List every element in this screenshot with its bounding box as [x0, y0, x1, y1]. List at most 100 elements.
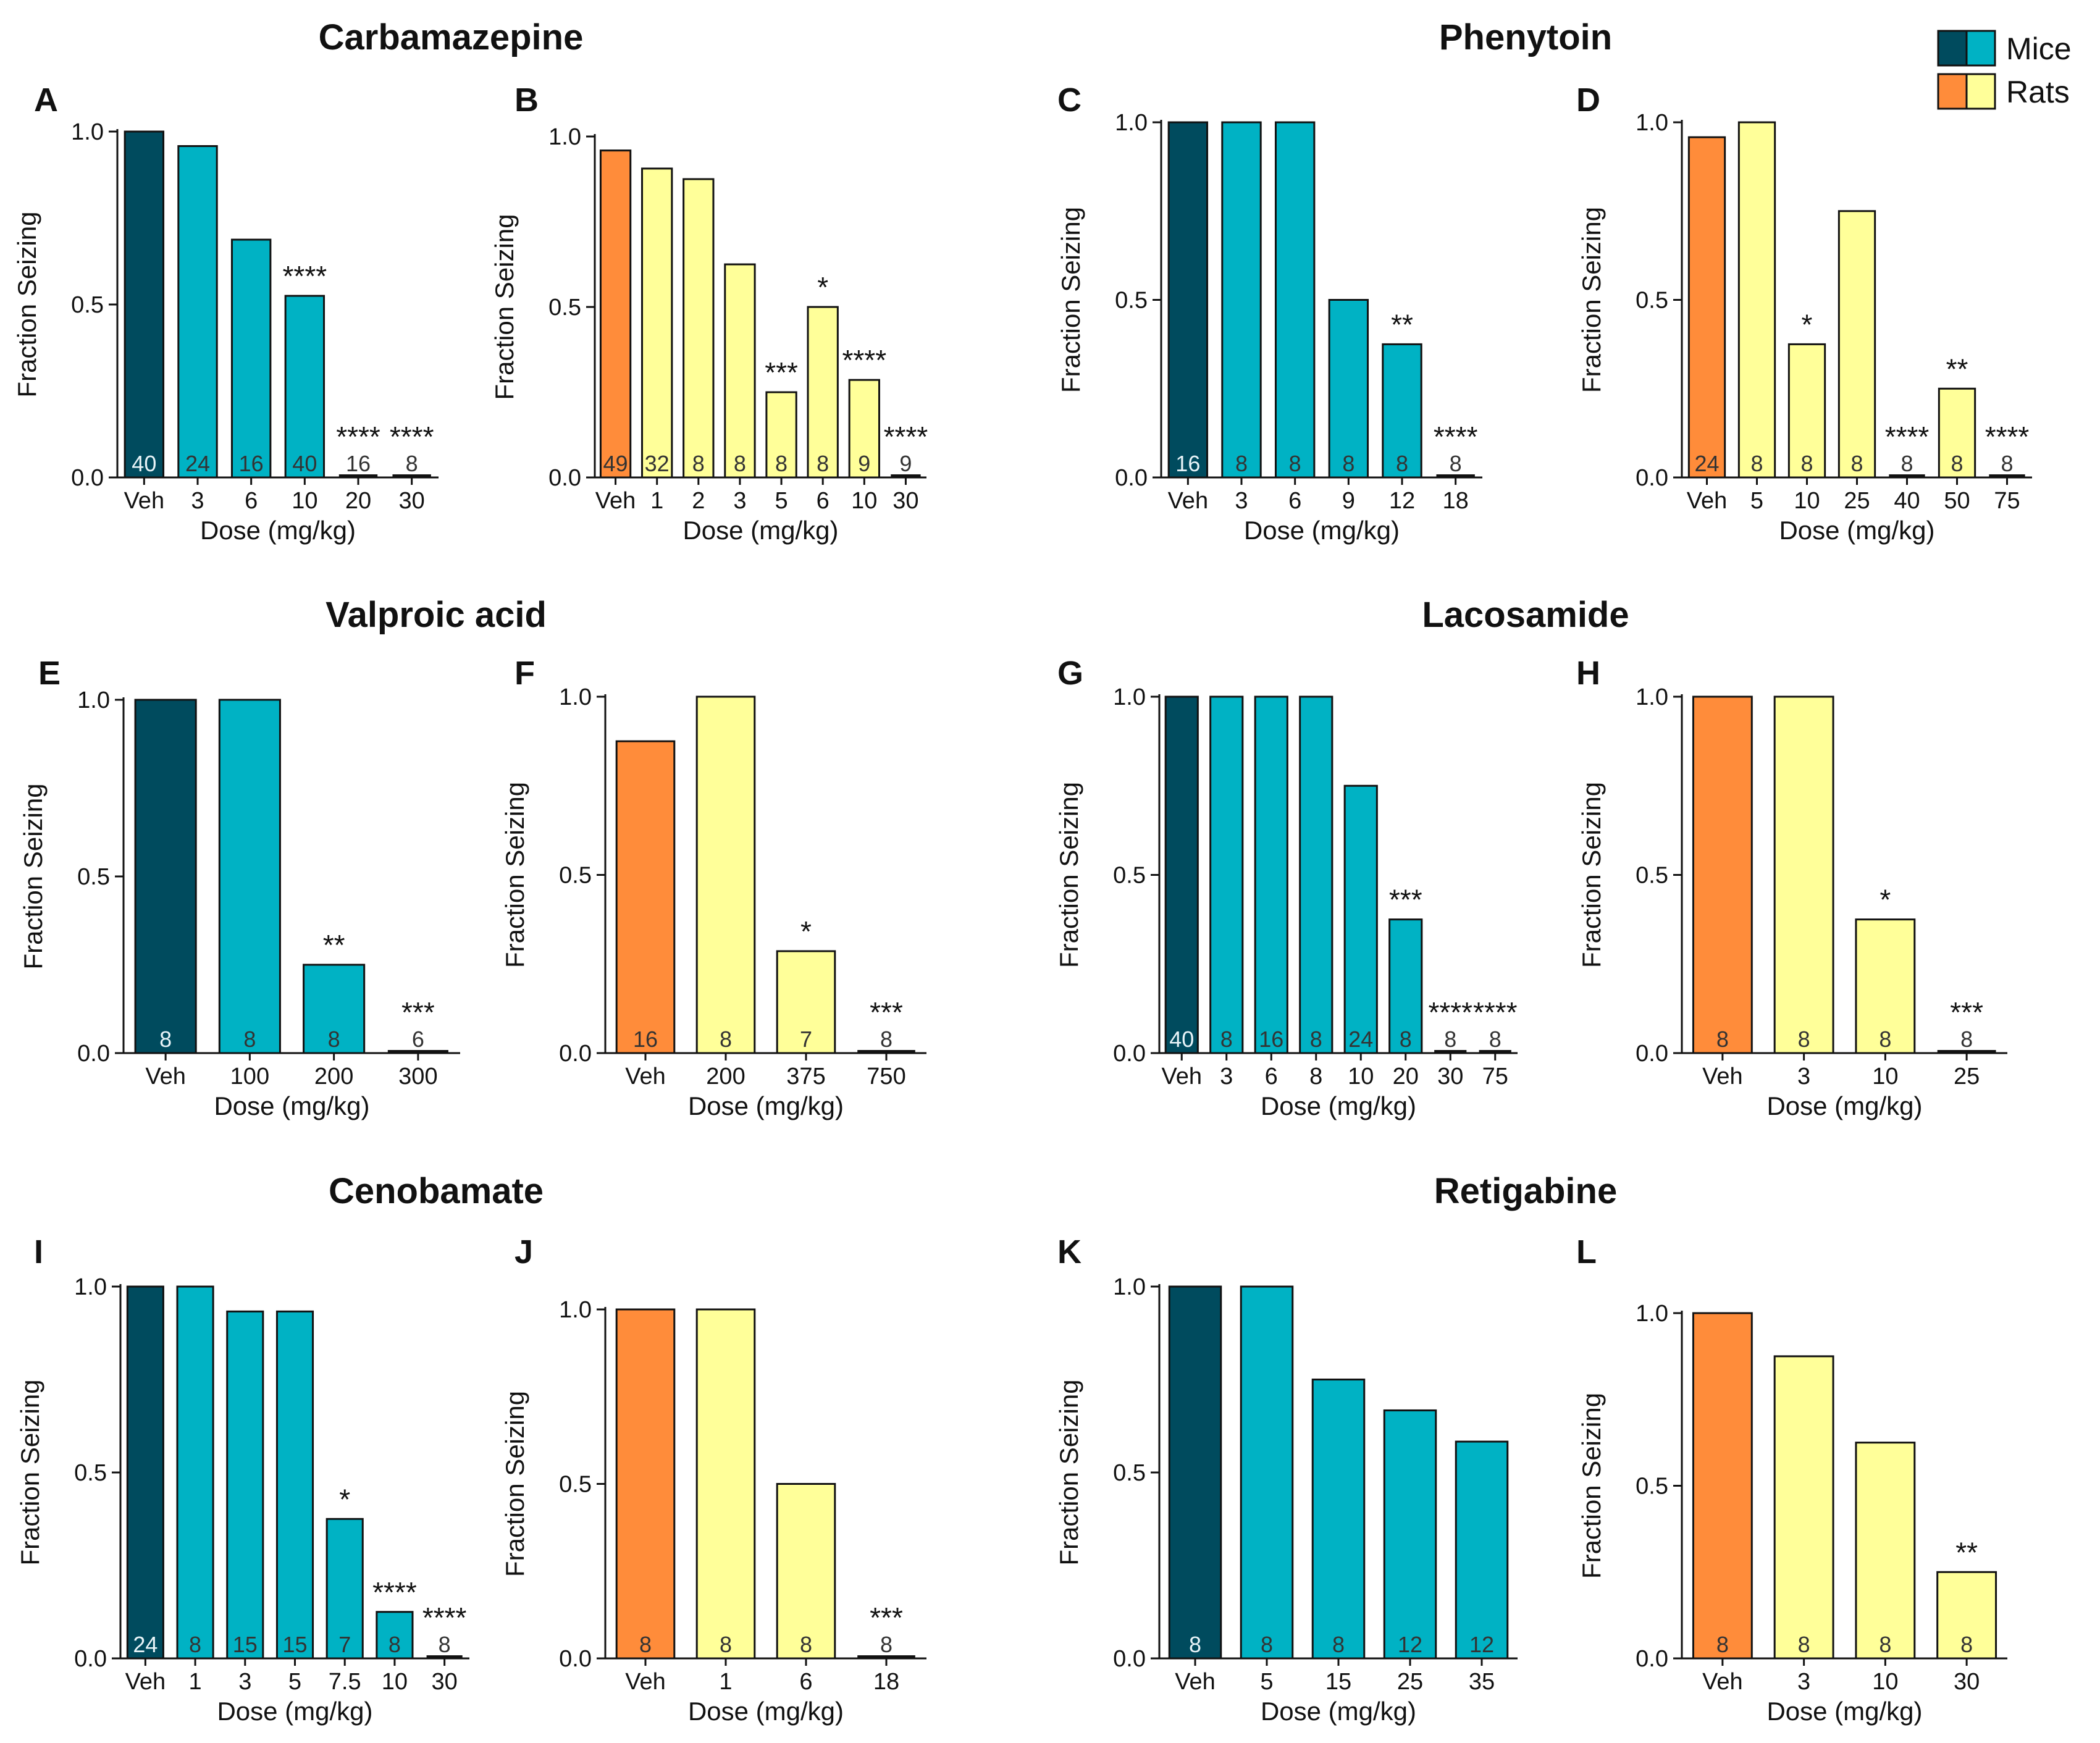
x-tick-label-g-4: 10 [1348, 1064, 1374, 1090]
n-label-b-3: 8 [734, 451, 746, 476]
bar-g-2 [1254, 695, 1288, 1054]
x-tick-label-a-3: 10 [292, 488, 317, 514]
bar-k-4 [1455, 1440, 1509, 1660]
x-tick-label-d-6: 75 [1994, 488, 2020, 514]
bar-f-2 [776, 950, 836, 1054]
y-tick-label-e-0: 0.0 [77, 1041, 110, 1067]
n-label-d-3: 8 [1850, 451, 1863, 476]
n-label-b-4: 8 [775, 451, 788, 476]
bar-b-6 [848, 379, 880, 479]
n-label-g-2: 16 [1259, 1027, 1283, 1052]
x-tick-label-b-5: 6 [817, 488, 830, 514]
x-tick-label-i-3: 5 [288, 1669, 301, 1695]
x-tick-label-f-2: 375 [786, 1064, 825, 1090]
n-label-l-1: 8 [1798, 1632, 1810, 1657]
x-tick-label-b-6: 10 [851, 488, 877, 514]
bar-f-1 [695, 695, 756, 1054]
x-tick-label-h-1: 3 [1797, 1064, 1810, 1090]
n-label-d-4: 8 [1900, 451, 1913, 476]
sig-label-d-6: **** [1985, 421, 2030, 453]
y-tick-label-g-2: 1.0 [1113, 684, 1146, 710]
bar-g-5 [1388, 918, 1423, 1054]
sig-label-c-4: ** [1391, 308, 1413, 340]
x-tick-label-h-3: 25 [1954, 1064, 1980, 1090]
y-tick-label-l-0: 0.0 [1636, 1646, 1668, 1672]
x-tick-label-g-2: 6 [1265, 1064, 1278, 1090]
y-tick-label-i-2: 1.0 [74, 1274, 107, 1300]
n-label-a-4: 16 [346, 451, 371, 476]
n-label-k-1: 8 [1261, 1632, 1273, 1657]
x-tick-label-b-7: 30 [892, 488, 918, 514]
n-label-a-0: 40 [132, 451, 156, 476]
n-label-e-0: 8 [159, 1027, 172, 1052]
y-tick-label-a-1: 0.5 [71, 292, 104, 318]
n-label-i-0: 24 [133, 1632, 158, 1657]
n-label-a-1: 24 [185, 451, 210, 476]
x-tick-label-a-0: Veh [124, 488, 165, 514]
sig-label-l-3: ** [1955, 1536, 1978, 1568]
x-axis-title-j: Dose (mg/kg) [688, 1697, 844, 1726]
legend-mice-dose-swatch [1965, 30, 1996, 67]
drug-title-lacosamide: Lacosamide [1422, 595, 1629, 635]
y-tick-label-h-0: 0.0 [1636, 1041, 1668, 1067]
n-label-i-3: 15 [282, 1632, 307, 1657]
bar-d-3 [1838, 210, 1876, 479]
x-tick-label-c-4: 12 [1389, 488, 1415, 514]
bar-b-1 [641, 167, 673, 479]
y-axis-title-j: Fraction Seizing [500, 1391, 529, 1577]
n-label-b-6: 9 [858, 451, 870, 476]
x-axis-title-b: Dose (mg/kg) [682, 516, 838, 545]
panel-k: K 0.0 0.5 1.0 Fraction Seizing Veh 8 5 8 15 8 25 12 3… [1054, 1233, 1518, 1726]
y-tick-label-k-1: 0.5 [1113, 1460, 1146, 1486]
bar-k-0 [1168, 1285, 1222, 1660]
sig-label-a-3: **** [283, 260, 327, 292]
x-tick-label-d-5: 50 [1944, 488, 1970, 514]
x-tick-label-c-2: 6 [1288, 488, 1301, 514]
panel-letter-d: D [1576, 82, 1600, 119]
y-tick-label-h-2: 1.0 [1636, 684, 1668, 710]
sig-label-a-5: **** [390, 421, 434, 453]
x-tick-label-c-5: 18 [1443, 488, 1469, 514]
n-label-i-5: 8 [388, 1632, 401, 1657]
n-label-l-2: 8 [1879, 1632, 1891, 1657]
panel-letter-i: I [34, 1233, 43, 1270]
n-label-j-1: 8 [720, 1632, 732, 1657]
x-tick-label-g-3: 8 [1309, 1064, 1322, 1090]
bar-g-4 [1343, 784, 1378, 1054]
x-tick-label-j-1: 1 [719, 1669, 732, 1695]
bar-a-3 [284, 295, 326, 479]
n-label-g-3: 8 [1310, 1027, 1322, 1052]
legend-mice-veh-swatch [1937, 30, 1968, 67]
n-label-b-5: 8 [817, 451, 829, 476]
x-tick-label-g-0: Veh [1161, 1064, 1202, 1090]
bar-g-7 [1479, 1050, 1511, 1053]
y-axis-title-i: Fraction Seizing [15, 1379, 44, 1565]
y-tick-label-f-0: 0.0 [559, 1041, 592, 1067]
x-axis-title-e: Dose (mg/kg) [214, 1091, 369, 1120]
x-tick-label-f-1: 200 [706, 1064, 745, 1090]
y-tick-label-g-0: 0.0 [1113, 1041, 1146, 1067]
bar-i-1 [176, 1285, 214, 1660]
n-label-f-3: 8 [880, 1027, 892, 1052]
y-axis-title-c: Fraction Seizing [1056, 207, 1085, 393]
n-label-c-2: 8 [1289, 451, 1301, 476]
sig-label-d-4: **** [1885, 421, 1930, 453]
x-tick-label-c-0: Veh [1168, 488, 1209, 514]
n-label-d-6: 8 [2001, 451, 2013, 476]
y-tick-label-a-2: 1.0 [71, 119, 104, 145]
x-tick-label-k-0: Veh [1175, 1669, 1216, 1695]
panel-a: A 0.0 0.5 1.0 Fraction Seizing Veh 40 3 24 6 16 10 4… [12, 82, 439, 545]
bar-l-1 [1773, 1355, 1834, 1660]
bar-b-3 [724, 263, 756, 479]
y-tick-label-j-0: 0.0 [559, 1646, 592, 1672]
n-label-k-3: 12 [1398, 1632, 1422, 1657]
x-tick-label-e-1: 100 [230, 1064, 269, 1090]
x-tick-label-g-7: 75 [1482, 1064, 1508, 1090]
bar-f-3 [857, 1050, 915, 1053]
panel-l: L 0.0 0.5 1.0 Fraction Seizing Veh 8 3 8 10 8 30 8 **… [1576, 1233, 2007, 1726]
n-label-b-7: 9 [899, 451, 912, 476]
y-tick-label-h-1: 0.5 [1636, 863, 1668, 889]
sig-label-i-4: * [339, 1483, 350, 1515]
panel-f: F 0.0 0.5 1.0 Fraction Seizing Veh 16 200 8 375 7 *… [500, 655, 926, 1120]
